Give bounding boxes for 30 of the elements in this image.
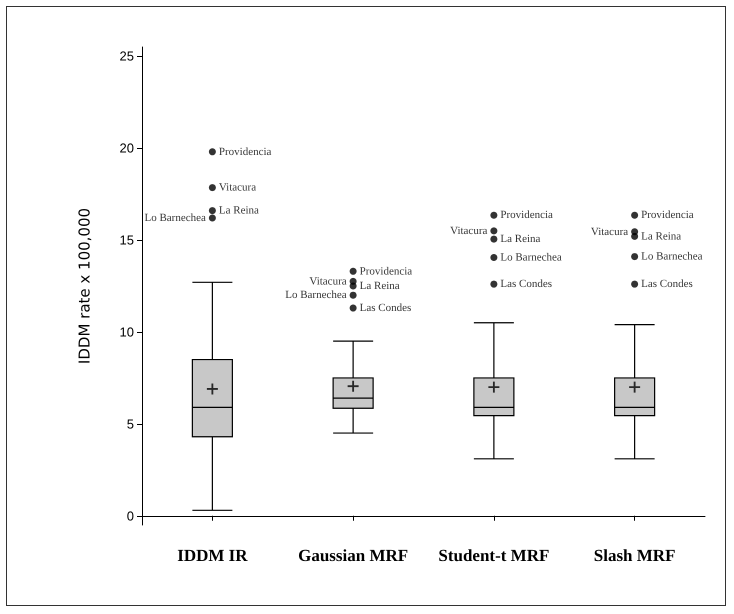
y-tick-label: 0 — [126, 508, 134, 524]
x-tick-label: Student-t MRF — [438, 546, 550, 565]
annotation: Vitacura — [309, 275, 347, 288]
annotation: Lo Barnechea — [285, 289, 347, 302]
annotation: Providencia — [500, 209, 554, 222]
annotation: Vitacura — [450, 224, 488, 237]
y-tick-label: 25 — [120, 48, 134, 64]
annotation: Las Condes — [360, 302, 412, 314]
x-tick-label: Slash MRF — [594, 546, 676, 565]
annotation: La Reina — [641, 230, 682, 242]
y-tick-label: 20 — [120, 140, 134, 156]
y-axis-title: IDDM rate x 100,000 — [76, 208, 94, 364]
annotation: Vitacura — [218, 182, 256, 194]
annotation: Las Condes — [641, 278, 693, 290]
y-tick-label: 15 — [120, 232, 134, 248]
annotation: Providencia — [218, 146, 272, 158]
x-tick-label: IDDM IR — [177, 546, 248, 565]
annotation: Providencia — [641, 209, 694, 222]
annotation: Las Condes — [500, 278, 552, 290]
annotation: Lo Barnechea — [500, 252, 562, 264]
annotation: Vitacura — [590, 226, 628, 238]
annotation: La Reina — [500, 233, 540, 246]
annotation: La Reina — [360, 280, 400, 292]
y-tick-label: 10 — [120, 324, 134, 340]
annotation: Providencia — [360, 265, 412, 278]
annotation: La Reina — [218, 204, 259, 217]
annotation: Lo Barnechea — [641, 250, 703, 263]
annotation: Lo Barnechea — [144, 212, 206, 224]
x-tick-label: Gaussian MRF — [298, 546, 408, 565]
y-tick-label: 5 — [126, 416, 134, 432]
